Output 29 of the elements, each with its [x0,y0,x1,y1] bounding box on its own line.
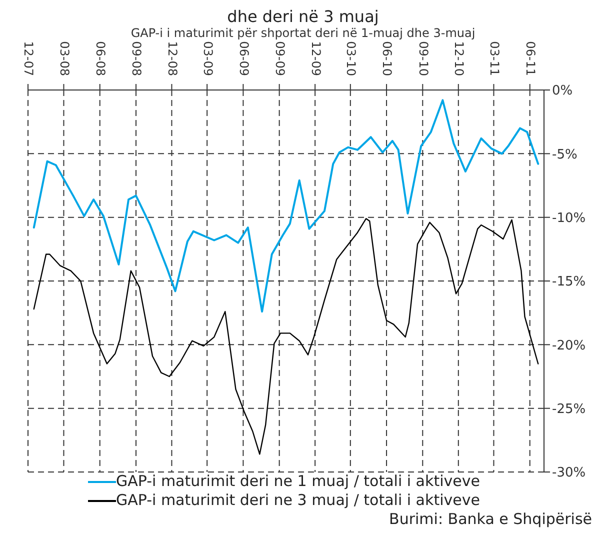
x-tick-label: 06-08 [94,41,108,76]
x-tick-label: 03-11 [487,41,502,76]
x-tick-label: 09-10 [416,41,430,76]
line-series [32,99,540,313]
x-tick-label: 06-10 [380,41,394,76]
y-tick-label: -5% [552,147,578,162]
y-tick-label: -25% [552,402,586,417]
x-tick-label: 06-09 [236,41,251,76]
legend-label: GAP-i maturimit deri ne 3 muaj / totali i aktiveve [116,491,480,510]
y-tick-label: -15% [552,274,586,290]
y-tick-label: -10% [552,210,586,226]
text: Burimi: Banka e Shqipërisë [388,510,593,528]
x-tick-label: 12-10 [452,41,466,76]
chart-title: dhe deri në 3 muaj [226,7,380,26]
legend-label: GAP-i maturimit deri ne 1 muaj / totali i aktiveve [116,472,480,491]
x-tick-label: 12-08 [165,41,180,76]
x-tick-label: 09-09 [273,41,288,76]
x-tick-label: 12-09 [308,41,323,76]
x-tick-label: 06-11 [524,41,538,76]
line-series [33,218,539,455]
y-tick-label: -30% [552,466,586,481]
x-tick-label: 03-08 [57,41,72,76]
y-tick-label: -20% [552,338,586,354]
x-tick-label: 03-09 [200,41,215,76]
x-tick-label: 12-07 [22,41,36,76]
x-tick-label: 03-10 [344,41,358,76]
y-tick-label: 0% [552,84,573,99]
chart-subtitle: GAP-i i maturimit për shportat deri në 1-muaj dhe 3-muaj [130,26,476,40]
x-tick-label: 09-08 [130,41,144,76]
